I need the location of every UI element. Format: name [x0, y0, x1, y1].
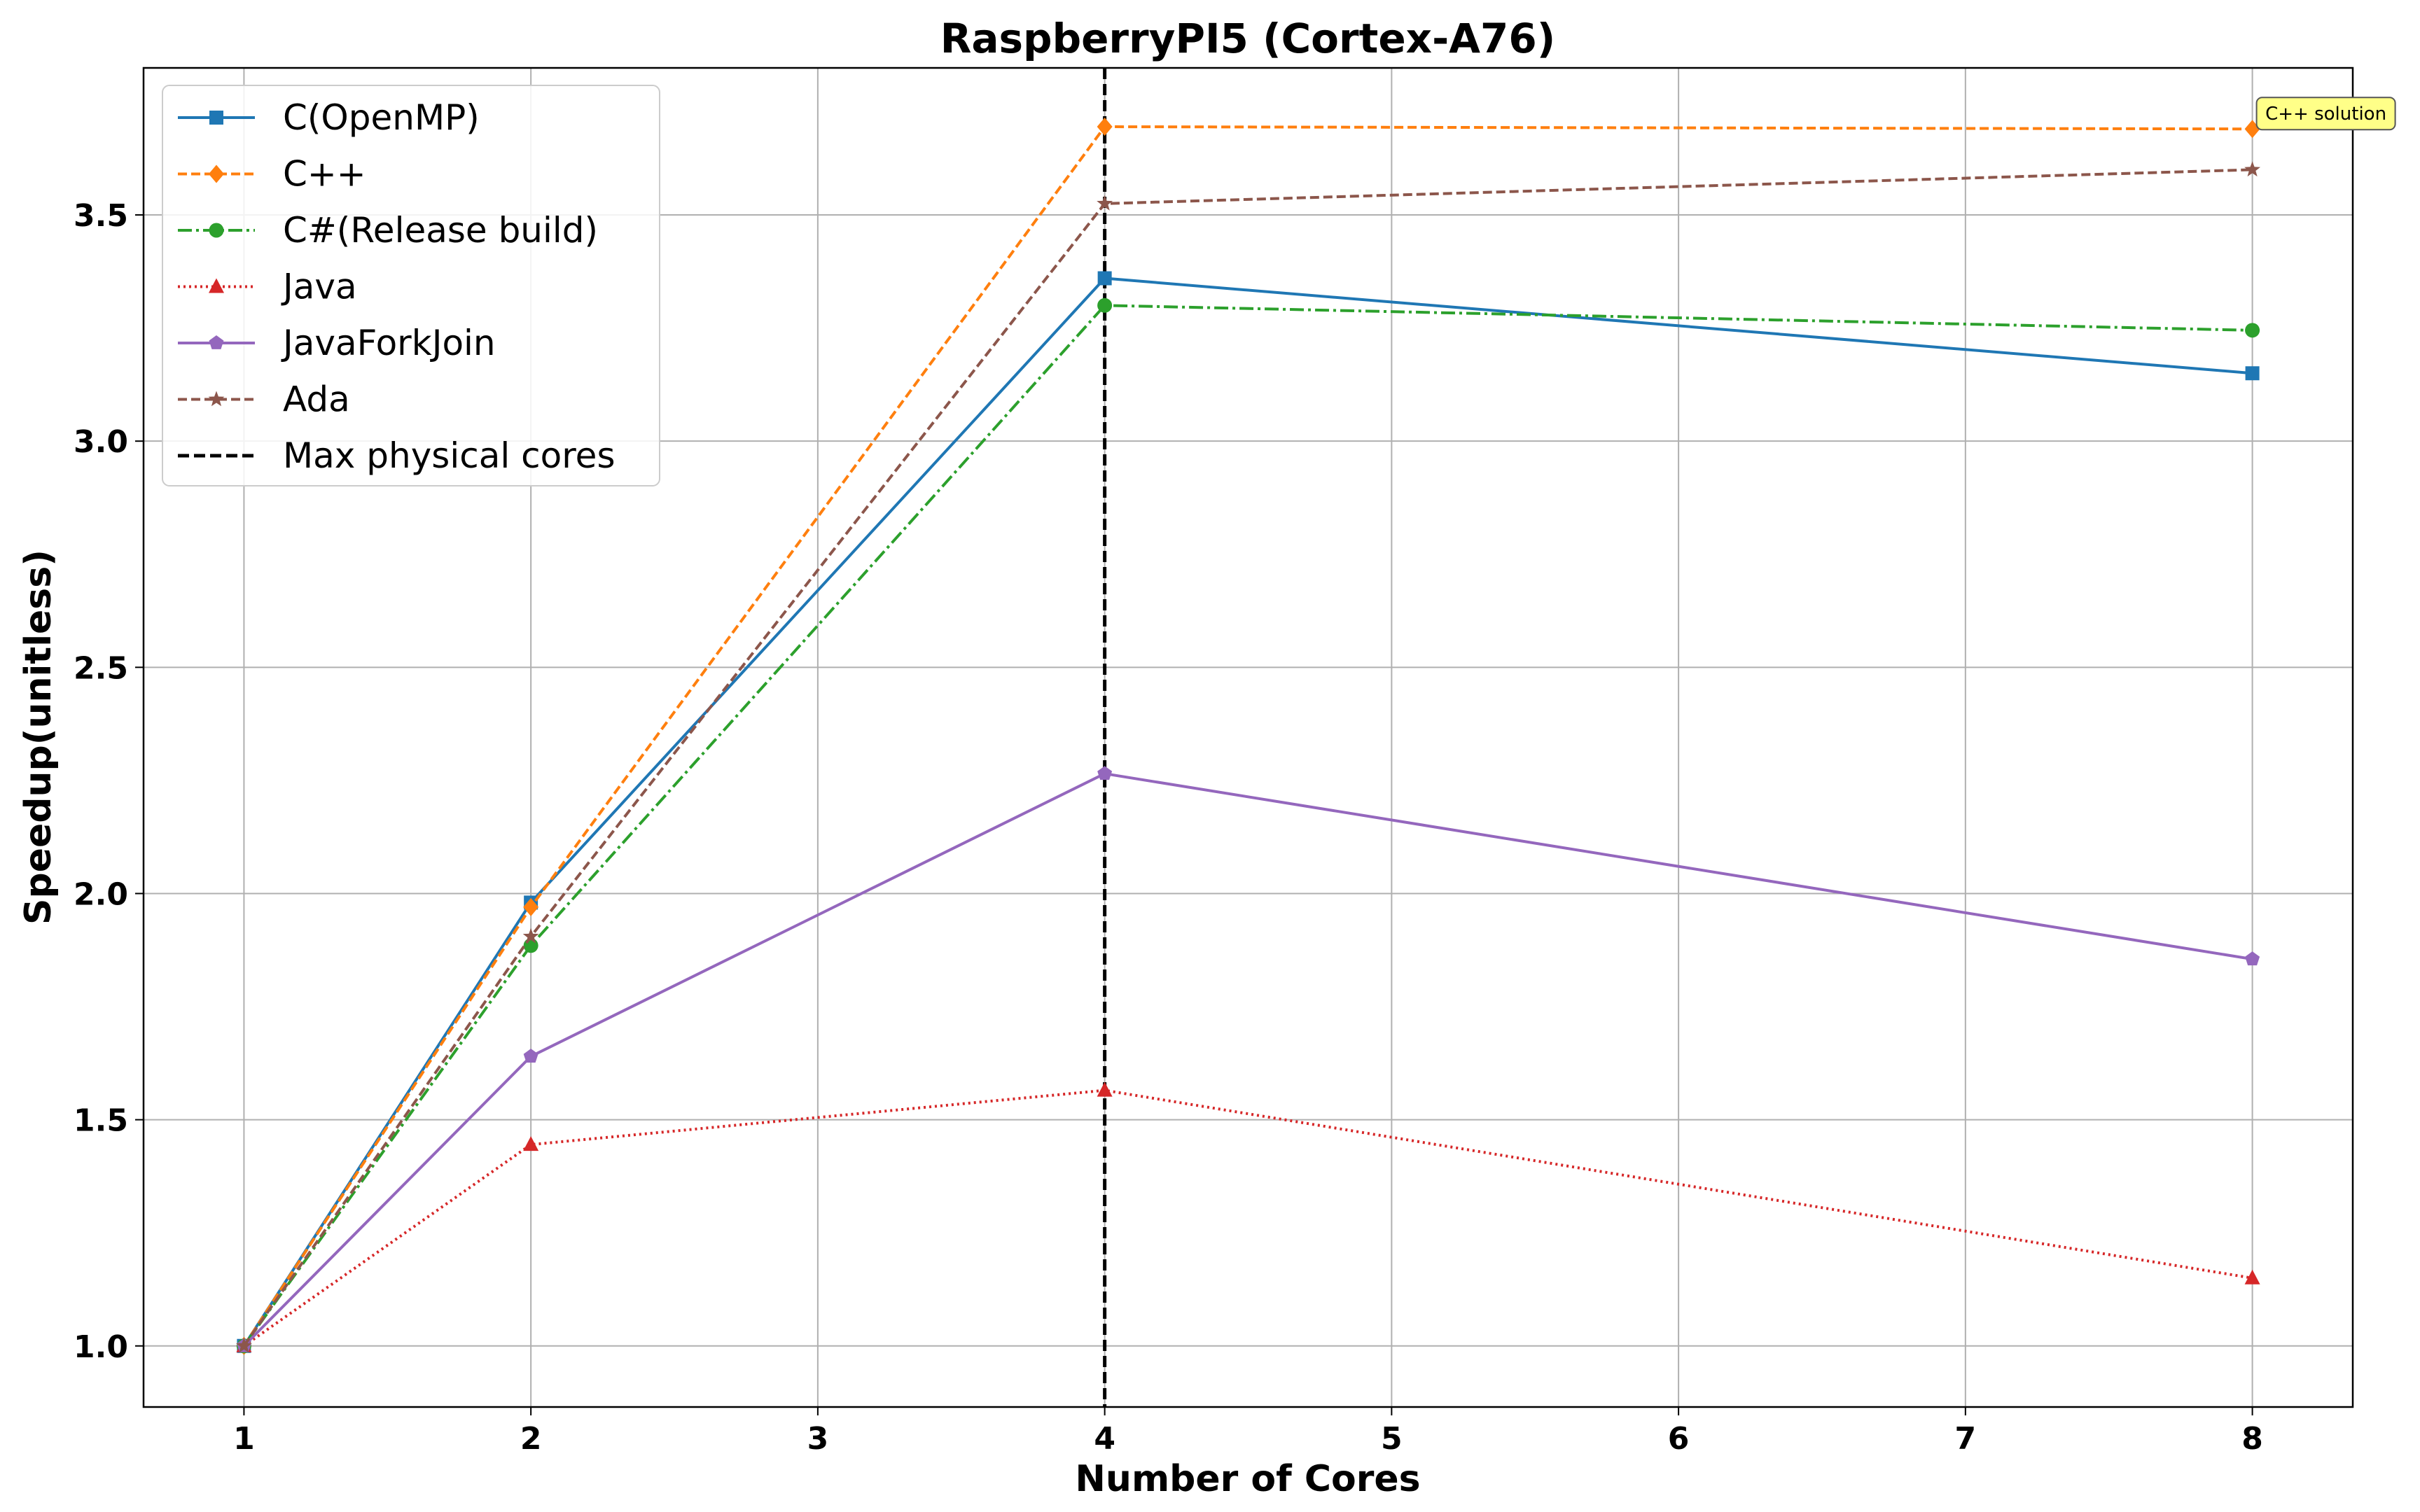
annotation-text: C++ solution [2265, 104, 2386, 125]
legend-item-c-openmp: C(OpenMP) [178, 97, 480, 138]
legend: C(OpenMP) C++ C#(Release build) Java JavaFor… [162, 85, 660, 486]
grid-lines [144, 68, 2353, 1407]
series-line [242, 168, 2253, 1347]
x-tick-label: 3 [807, 1421, 829, 1457]
legend-item-c: C++ [178, 154, 366, 195]
legend-label: Max physical cores [283, 435, 616, 476]
legend-item-max-physical-cores: Max physical cores [178, 435, 616, 476]
data-point [523, 938, 538, 953]
data-point [523, 1136, 539, 1152]
series-line [243, 1088, 2253, 1348]
legend-item-ada: Ada [178, 379, 350, 420]
series-lines [235, 118, 2261, 1355]
data-point [522, 927, 539, 944]
series-line [242, 772, 2253, 1348]
annotation: C++ solution [2255, 97, 2396, 131]
series-ada [235, 161, 2261, 1353]
chart-title: RaspberryPI5 (Cortex-A76) [940, 15, 1556, 62]
data-point [2245, 951, 2260, 966]
data-point [2244, 1269, 2260, 1284]
series-java [236, 1082, 2260, 1352]
x-tick-label: 6 [1668, 1421, 1690, 1457]
legend-item-c-release-build: C#(Release build) [178, 210, 598, 251]
x-tick-label: 4 [1094, 1421, 1115, 1457]
legend-marker [209, 335, 224, 349]
legend-marker [208, 391, 225, 407]
y-tick-label: 3.5 [74, 198, 128, 234]
y-tick-label: 2.5 [74, 650, 128, 686]
data-point [2244, 161, 2261, 177]
data-point [1097, 766, 1113, 780]
series-line [242, 276, 2253, 1347]
data-point [1097, 195, 1113, 211]
data-point [523, 897, 539, 916]
x-tick-label: 1 [233, 1421, 255, 1457]
data-point [1097, 271, 1112, 286]
legend-label: C(OpenMP) [283, 97, 480, 138]
y-tick-label: 2.0 [74, 876, 128, 912]
series-javaforkjoin [236, 766, 2260, 1352]
data-point [1097, 118, 1113, 136]
legend-label: C#(Release build) [283, 210, 598, 251]
x-axis-label: Number of Cores [1075, 1458, 1420, 1500]
legend-marker [209, 278, 224, 293]
legend-box [162, 85, 660, 486]
axis-ticks: 1 2 3 4 5 6 7 8 1.0 1.5 2.0 2.5 3.0 3.5 [74, 198, 2263, 1457]
x-tick-label: 7 [1955, 1421, 1977, 1457]
legend-label: C++ [283, 154, 366, 195]
series-line [242, 125, 2253, 1347]
x-tick-label: 8 [2241, 1421, 2263, 1457]
x-tick-label: 2 [520, 1421, 542, 1457]
data-point [1097, 298, 1113, 313]
y-tick-label: 1.5 [74, 1103, 128, 1139]
plot-frame [142, 66, 2354, 1408]
legend-marker [209, 164, 224, 183]
legend-label: JavaForkJoin [281, 323, 496, 363]
series-line [242, 304, 2253, 1347]
data-point [2245, 323, 2260, 338]
data-point [2245, 366, 2260, 381]
y-tick-label: 3.0 [74, 424, 128, 460]
annotation-box [2255, 97, 2396, 131]
x-tick-label: 5 [1381, 1421, 1403, 1457]
legend-item-java: Java [178, 267, 357, 307]
data-point [523, 1049, 538, 1063]
legend-label: Ada [283, 379, 350, 420]
data-point [1097, 1082, 1113, 1097]
legend-marker [209, 223, 224, 238]
y-tick-label: 1.0 [74, 1329, 128, 1365]
legend-item-javaforkjoin: JavaForkJoin [178, 323, 496, 363]
legend-label: Java [281, 267, 357, 307]
data-point [235, 1337, 252, 1353]
legend-marker [209, 111, 223, 125]
y-axis-label: Speedup(unitless) [18, 550, 60, 925]
